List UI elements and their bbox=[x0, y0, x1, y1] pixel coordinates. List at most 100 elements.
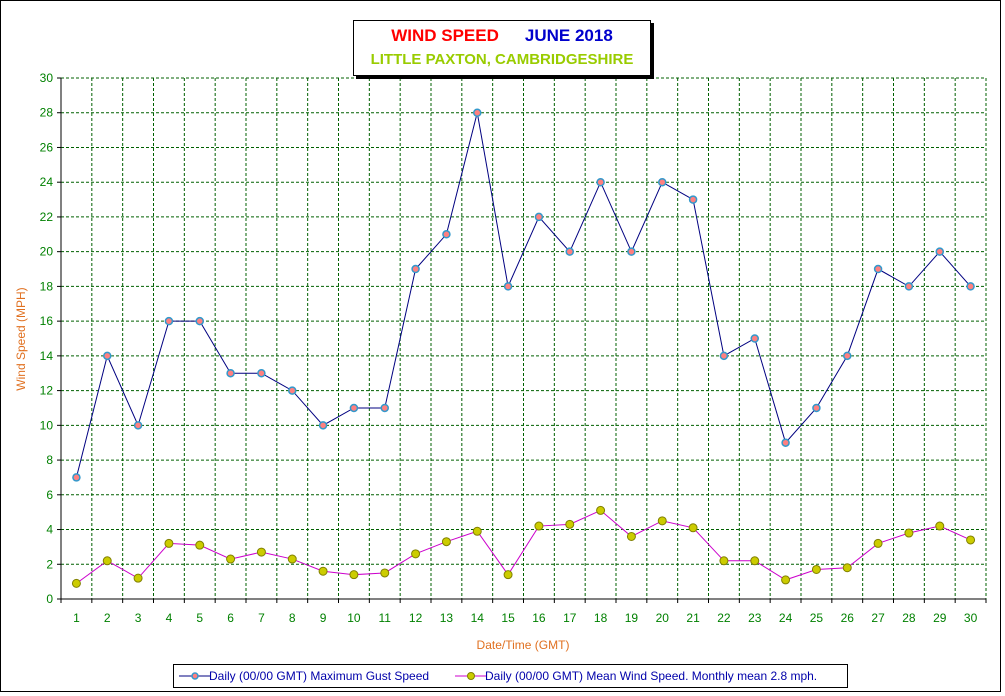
series-gust-point bbox=[103, 351, 112, 361]
x-tick-label: 12 bbox=[409, 611, 423, 625]
series-gust-point bbox=[288, 386, 297, 395]
series-mean-point bbox=[688, 523, 698, 533]
x-tick-label: 17 bbox=[563, 611, 577, 625]
grid-lines bbox=[61, 77, 987, 599]
x-tick-label: 9 bbox=[320, 611, 327, 625]
series-gust-point bbox=[380, 403, 389, 413]
series-mean-point bbox=[472, 526, 482, 536]
series-gust-point bbox=[873, 264, 883, 274]
series-gust-point bbox=[812, 403, 821, 413]
series-mean-point bbox=[750, 556, 760, 566]
series-mean-point bbox=[380, 568, 390, 578]
x-tick-label: 23 bbox=[748, 611, 762, 625]
y-tick-label: 28 bbox=[40, 106, 54, 120]
x-tick-labels: 1 2 3 4 5 6 7 8 9 10 11 12 13 14 15 16 17 18 19 20 21 22 23 24 2… bbox=[73, 611, 978, 625]
series-mean-point bbox=[596, 505, 606, 515]
legend: Daily (00/00 GMT) Maximum Gust Speed Dai… bbox=[173, 664, 848, 688]
y-tick-label: 0 bbox=[46, 592, 53, 606]
legend-gust-swatch bbox=[179, 672, 211, 680]
series-gust-point bbox=[503, 282, 513, 291]
x-tick-label: 24 bbox=[779, 611, 793, 625]
series-mean-point bbox=[935, 521, 945, 531]
y-axis-label: Wind Speed (MPH) bbox=[14, 287, 28, 390]
legend-mean-label: Daily (00/00 GMT) Mean Wind Speed. Month… bbox=[485, 669, 818, 683]
x-tick-label: 19 bbox=[625, 611, 639, 625]
y-tick-label: 6 bbox=[46, 488, 53, 502]
x-tick-label: 29 bbox=[933, 611, 947, 625]
series-mean-point bbox=[719, 556, 729, 566]
y-tick-label: 20 bbox=[40, 245, 54, 259]
series-mean-point bbox=[226, 554, 236, 564]
series-gust-point bbox=[318, 421, 328, 430]
series-mean-point bbox=[781, 575, 791, 585]
y-tick-label: 18 bbox=[40, 279, 54, 293]
series-mean-point bbox=[71, 578, 81, 588]
series-gust-point bbox=[688, 195, 698, 204]
title-box: WIND SPEED JUNE 2018 LITTLE PAXTON, CAMBR… bbox=[353, 20, 651, 76]
y-tick-label: 12 bbox=[40, 384, 54, 398]
x-tick-label: 5 bbox=[196, 611, 203, 625]
series-gust-point bbox=[473, 108, 482, 117]
x-tick-label: 11 bbox=[379, 611, 392, 625]
series-gust-point bbox=[133, 421, 143, 430]
y-tick-label: 8 bbox=[46, 453, 53, 467]
x-tick-label: 6 bbox=[227, 611, 234, 625]
x-tick-label: 28 bbox=[902, 611, 916, 625]
series-gust bbox=[72, 108, 975, 482]
legend-gust-label: Daily (00/00 GMT) Maximum Gust Speed bbox=[209, 669, 430, 683]
series-mean-point bbox=[287, 554, 297, 564]
x-tick-label: 26 bbox=[841, 611, 855, 625]
series-mean-point bbox=[318, 566, 328, 576]
series-gust-point bbox=[966, 282, 975, 291]
series-gust-point bbox=[904, 282, 914, 291]
x-tick-label: 10 bbox=[347, 611, 361, 625]
x-tick-label: 4 bbox=[166, 611, 173, 625]
series-gust-point bbox=[750, 334, 759, 343]
series-mean-point bbox=[256, 547, 266, 557]
y-tick-label: 22 bbox=[40, 210, 54, 224]
x-tick-label: 8 bbox=[289, 611, 296, 625]
series-mean-point bbox=[873, 538, 883, 548]
x-tick-label: 16 bbox=[532, 611, 546, 625]
title-month: JUNE 2018 bbox=[524, 26, 613, 45]
x-tick-label: 7 bbox=[258, 611, 265, 625]
x-tick-label: 18 bbox=[594, 611, 608, 625]
chart-subtitle: LITTLE PAXTON, CAMBRIDGESHIRE bbox=[370, 51, 634, 68]
x-tick-label: 14 bbox=[471, 611, 485, 625]
legend-mean-swatch bbox=[455, 672, 487, 680]
y-tick-label: 16 bbox=[40, 314, 54, 328]
series-gust-point bbox=[596, 177, 605, 187]
y-tick-label: 4 bbox=[46, 523, 53, 537]
series-gust-point bbox=[411, 264, 420, 274]
series-mean-point bbox=[102, 556, 112, 566]
series-mean-point bbox=[904, 528, 914, 538]
series-mean-point bbox=[411, 549, 421, 559]
x-tick-label: 30 bbox=[964, 611, 978, 625]
y-tick-label: 10 bbox=[40, 418, 54, 432]
axes bbox=[57, 77, 987, 603]
series-mean-point bbox=[164, 538, 174, 548]
series-gust-point bbox=[226, 368, 235, 378]
x-tick-label: 21 bbox=[686, 611, 700, 625]
series-gust-point bbox=[843, 351, 852, 361]
series-gust-point bbox=[257, 368, 266, 378]
series-mean-point bbox=[811, 564, 821, 574]
x-tick-label: 20 bbox=[656, 611, 670, 625]
y-tick-label: 24 bbox=[40, 175, 54, 189]
series-mean-point bbox=[966, 535, 976, 545]
x-tick-label: 15 bbox=[501, 611, 515, 625]
series-mean-point bbox=[626, 531, 636, 541]
series-gust-point bbox=[164, 316, 174, 326]
series-gust-point bbox=[195, 316, 204, 326]
series-gust-point bbox=[565, 247, 574, 256]
series-gust-point bbox=[658, 177, 667, 187]
series-mean-point bbox=[842, 563, 852, 573]
series-gust-point bbox=[627, 247, 636, 256]
series-mean-point bbox=[441, 537, 451, 547]
series-gust-point bbox=[935, 247, 944, 256]
y-tick-label: 30 bbox=[40, 71, 54, 85]
x-tick-label: 1 bbox=[73, 611, 80, 625]
